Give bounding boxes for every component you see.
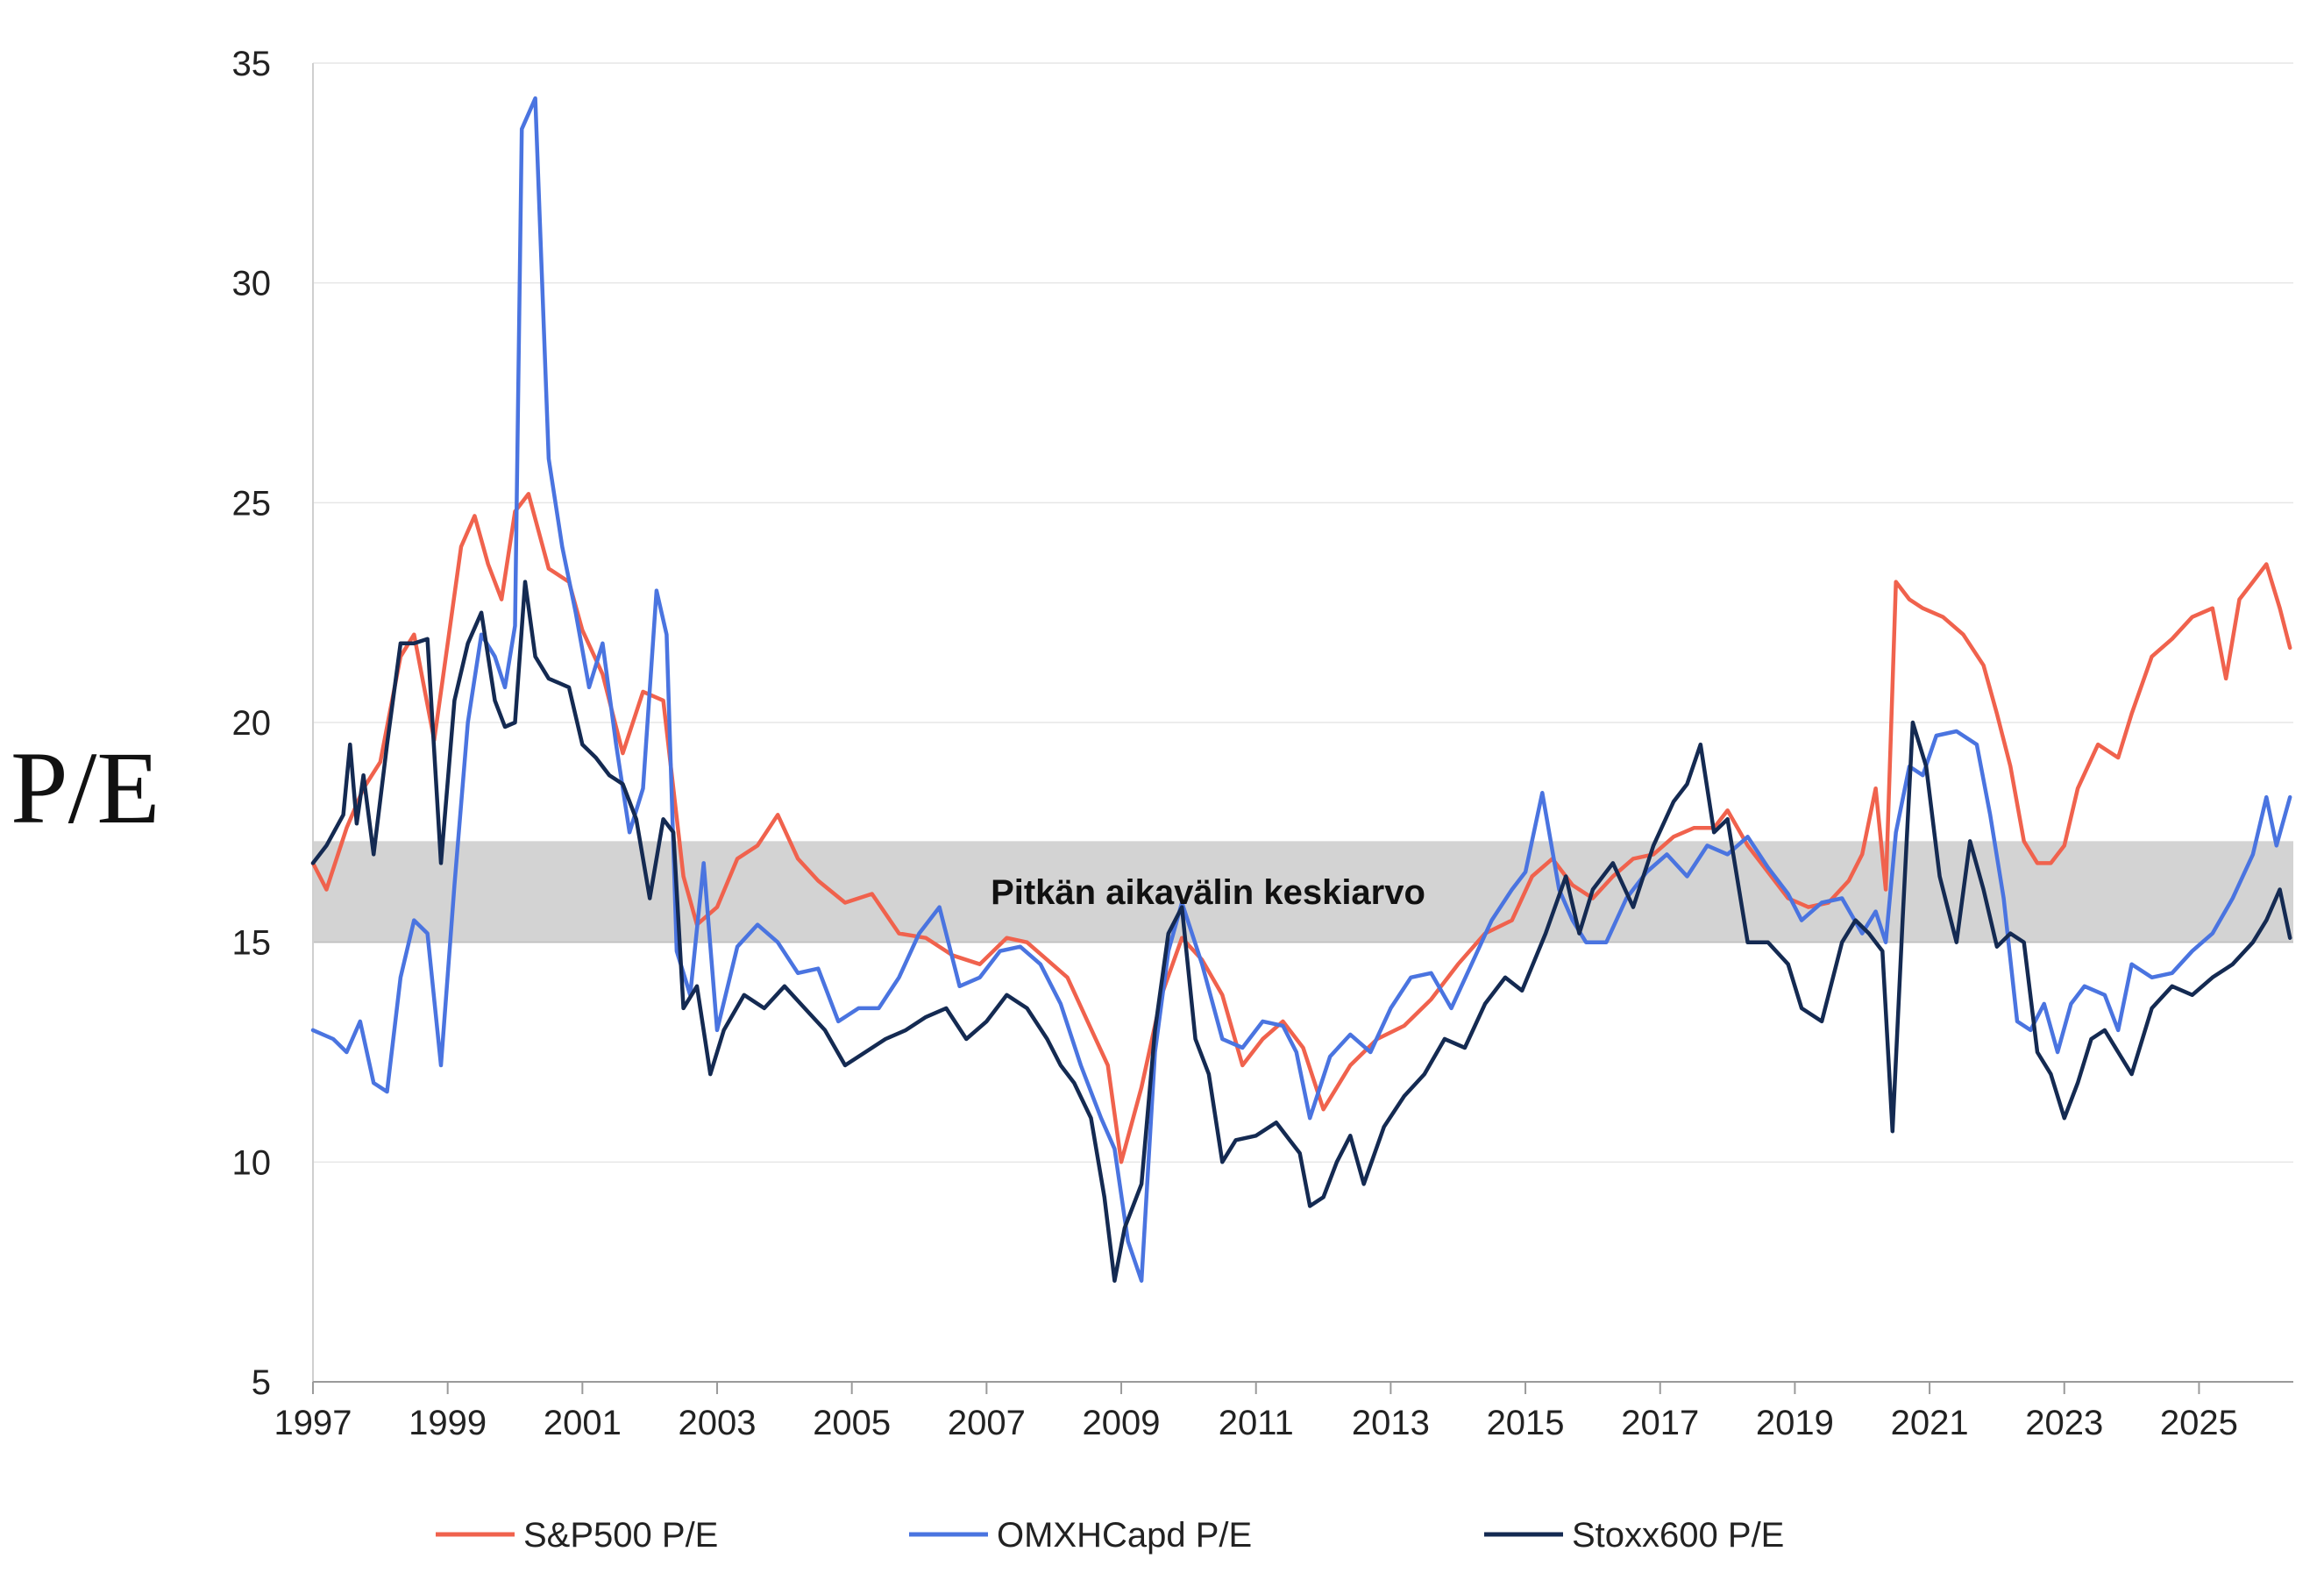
series-layer (310, 96, 2292, 1283)
x-tick-label: 2017 (1621, 1404, 1699, 1442)
x-tick-label: 2023 (2025, 1404, 2103, 1442)
legend-label-1: OMXHCapd P/E (997, 1516, 1252, 1555)
legend-layer: S&P500 P/E OMXHCapd P/E Stoxx600 P/E (436, 1516, 1784, 1555)
y-tick-label: 20 (232, 704, 272, 743)
x-tick-label: 2005 (813, 1404, 891, 1442)
band-label: Pitkän aikavälin keskiarvo (991, 873, 1425, 912)
y-tick-label: 10 (232, 1143, 272, 1182)
y-tick-label: 30 (232, 265, 272, 303)
x-tick-label: 1999 (409, 1404, 487, 1442)
grid-layer (313, 62, 2293, 1164)
x-tick-label: 2001 (544, 1404, 622, 1442)
legend-label-2: Stoxx600 P/E (1572, 1516, 1784, 1555)
x-tick-label: 2021 (1891, 1404, 1969, 1442)
y-tick-label: 5 (252, 1363, 271, 1402)
series-line-2 (310, 580, 2292, 1283)
y-tick-label: 25 (232, 484, 272, 523)
series-line-0 (310, 492, 2292, 1164)
x-tick-label: 2009 (1083, 1404, 1161, 1442)
x-tick-label: 2013 (1352, 1404, 1430, 1442)
x-tick-label: 2007 (948, 1404, 1026, 1442)
y-axis-label: P/E (11, 730, 160, 845)
x-tick-label: 2003 (679, 1404, 757, 1442)
x-tick-label: 2025 (2160, 1404, 2238, 1442)
x-tick-label: 2015 (1487, 1404, 1565, 1442)
x-tick-label: 2019 (1756, 1404, 1834, 1442)
legend-label-0: S&P500 P/E (523, 1516, 718, 1555)
x-tick-label: 2011 (1219, 1404, 1294, 1442)
label-layer: Pitkän aikavälin keskiarvo (991, 873, 1425, 912)
y-tick-label: 35 (232, 45, 272, 83)
series-line-1 (310, 96, 2292, 1283)
x-tick-label: 1997 (274, 1404, 352, 1442)
y-tick-label: 15 (232, 924, 272, 963)
